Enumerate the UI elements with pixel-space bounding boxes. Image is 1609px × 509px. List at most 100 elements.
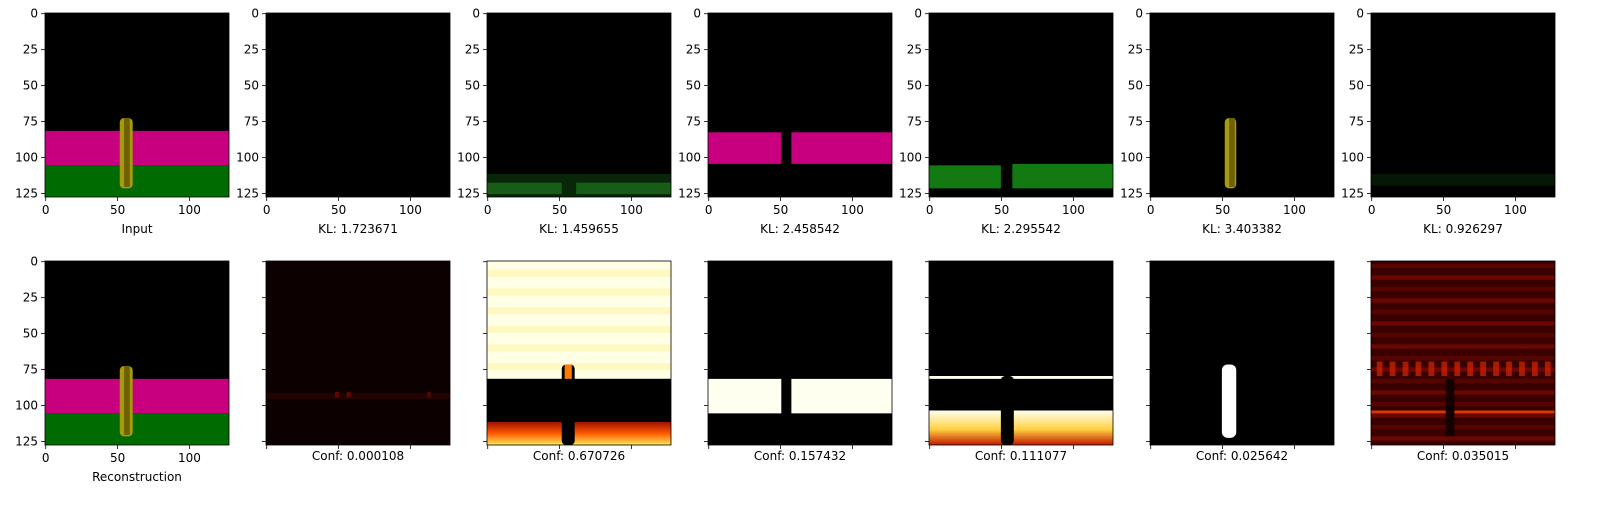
x-tick-label: 100 [841, 203, 864, 217]
x-tick-label: 0 [1147, 203, 1155, 217]
x-tick-label: 0 [42, 203, 50, 217]
y-tick-label: 125 [1120, 186, 1143, 200]
reconstruction-caption: Reconstruction [92, 470, 182, 484]
panel-image [708, 261, 892, 445]
y-tick-label: 125 [899, 186, 922, 200]
y-tick-label: 75 [686, 115, 701, 129]
axes-frame [1149, 260, 1335, 446]
x-tick-label: 100 [1062, 203, 1085, 217]
axes-frame [928, 12, 1114, 198]
conf-caption: Conf: 0.035015 [1417, 449, 1509, 463]
y-tick-label: 100 [678, 150, 701, 164]
x-tick-label: 0 [484, 203, 492, 217]
y-tick-label: 0 [30, 7, 38, 21]
bottom-panel-3: Conf: 0.670726 [483, 260, 672, 463]
y-tick-label: 25 [1128, 43, 1143, 57]
y-tick-label: 0 [914, 7, 922, 21]
y-tick-label: 25 [907, 43, 922, 57]
y-tick-label: 50 [244, 79, 259, 93]
x-tick-label: 50 [110, 203, 125, 217]
y-tick-label: 75 [907, 115, 922, 129]
y-tick-label: 75 [1349, 115, 1364, 129]
panel-image [266, 13, 450, 197]
x-tick-label: 50 [331, 203, 346, 217]
axes-frame [44, 260, 230, 446]
y-tick-label: 25 [686, 43, 701, 57]
y-tick-label: 50 [465, 79, 480, 93]
x-tick-label: 0 [926, 203, 934, 217]
y-tick-label: 0 [1356, 7, 1364, 21]
y-tick-label: 0 [30, 255, 38, 269]
axes-frame [44, 12, 230, 198]
x-tick-label: 0 [705, 203, 713, 217]
y-tick-label: 50 [1349, 79, 1364, 93]
axes-frame [486, 260, 672, 446]
y-tick-label: 25 [23, 291, 38, 305]
x-tick-label: 100 [1283, 203, 1306, 217]
x-tick-label: 50 [1215, 203, 1230, 217]
y-tick-label: 25 [1349, 43, 1364, 57]
top-panel-3: 0 50 100 0 25 50 75 100 125 KL: 1.459655 [457, 7, 672, 236]
y-tick-label: 75 [244, 115, 259, 129]
panel-image [45, 261, 229, 445]
conf-caption: Conf: 0.025642 [1196, 449, 1288, 463]
y-tick-label: 100 [899, 150, 922, 164]
y-tick-label: 50 [23, 327, 38, 341]
axes-frame [1149, 12, 1335, 198]
y-tick-label: 100 [15, 398, 38, 412]
y-tick-label: 0 [693, 7, 701, 21]
panel-image [708, 13, 892, 197]
conf-caption: Conf: 0.157432 [754, 449, 846, 463]
x-tick-label: 50 [773, 203, 788, 217]
axes-frame [707, 12, 893, 198]
y-tick-label: 125 [236, 186, 259, 200]
y-tick-label: 100 [457, 150, 480, 164]
y-tick-label: 50 [686, 79, 701, 93]
panel-image [1371, 13, 1555, 197]
top-panel-5: 0 50 100 0 25 50 75 100 125 KL: 2.295542 [899, 7, 1114, 236]
axes-frame [265, 12, 451, 198]
panel-image [1150, 13, 1334, 197]
y-tick-label: 50 [23, 79, 38, 93]
y-tick-label: 100 [1341, 150, 1364, 164]
y-tick-label: 125 [15, 434, 38, 448]
top-panel-6: 0 50 100 0 25 50 75 100 125 KL: 3.403382 [1120, 7, 1335, 236]
y-tick-label: 125 [678, 186, 701, 200]
y-tick-label: 75 [23, 363, 38, 377]
kl-caption: KL: 3.403382 [1202, 222, 1282, 236]
panel-image [487, 261, 671, 445]
y-tick-label: 75 [23, 115, 38, 129]
kl-caption: KL: 1.459655 [539, 222, 619, 236]
axes-frame [486, 12, 672, 198]
panel-image [45, 13, 229, 197]
conf-caption: Conf: 0.000108 [312, 449, 404, 463]
kl-caption: KL: 0.926297 [1423, 222, 1503, 236]
panel-image [1371, 261, 1555, 445]
top-panel-4: 0 50 100 0 25 50 75 100 125 KL: 2.458542 [678, 7, 893, 236]
y-tick-label: 125 [457, 186, 480, 200]
y-tick-label: 50 [907, 79, 922, 93]
panel-image [1150, 261, 1334, 445]
panel-image [929, 261, 1113, 445]
y-tick-label: 0 [251, 7, 259, 21]
y-tick-label: 25 [465, 43, 480, 57]
bottom-panel-4: Conf: 0.157432 [704, 260, 893, 463]
x-tick-label: 50 [552, 203, 567, 217]
y-tick-label: 100 [15, 150, 38, 164]
x-tick-label: 100 [1504, 203, 1527, 217]
conf-caption: Conf: 0.670726 [533, 449, 625, 463]
kl-caption: KL: 2.295542 [981, 222, 1061, 236]
x-tick-label: 0 [42, 451, 50, 465]
axes-frame [265, 260, 451, 446]
axes-frame [1370, 12, 1556, 198]
input-caption: Input [121, 222, 152, 236]
conf-caption: Conf: 0.111077 [975, 449, 1067, 463]
top-panel-7: 0 50 100 0 25 50 75 100 125 KL: 0.926297 [1341, 7, 1556, 236]
y-tick-label: 25 [23, 43, 38, 57]
y-tick-label: 125 [1341, 186, 1364, 200]
y-tick-label: 75 [1128, 115, 1143, 129]
x-tick-label: 100 [399, 203, 422, 217]
kl-caption: KL: 1.723671 [318, 222, 398, 236]
y-tick-label: 125 [15, 186, 38, 200]
axes-frame [1370, 260, 1556, 446]
